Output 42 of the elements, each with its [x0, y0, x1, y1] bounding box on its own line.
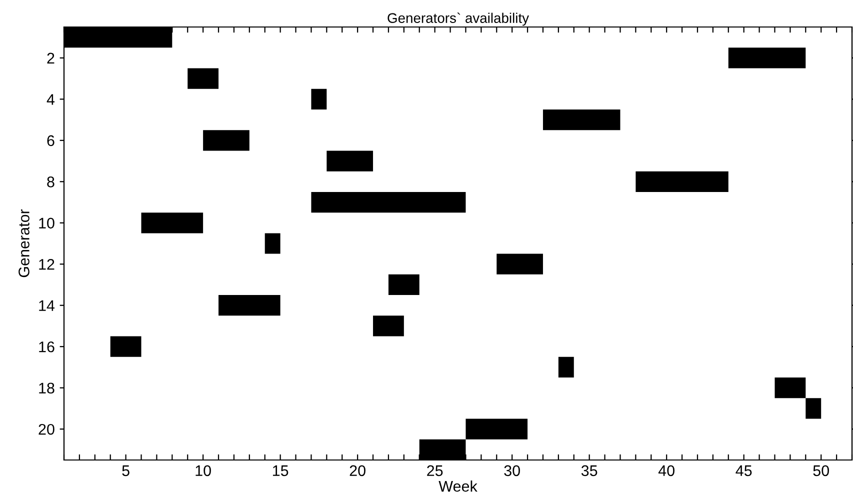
bar — [311, 192, 466, 213]
chart-title: Generators` availability — [388, 12, 529, 26]
x-tick-label: 35 — [581, 465, 598, 476]
x-tick-label: 10 — [196, 465, 211, 476]
bar — [264, 233, 280, 254]
x-tick-label: 40 — [658, 465, 674, 476]
bar — [636, 171, 728, 192]
bar — [311, 88, 327, 110]
bar — [774, 378, 806, 398]
y-tick-label: 10 — [39, 218, 54, 229]
bar — [806, 398, 822, 419]
y-tick-label: 20 — [38, 424, 54, 435]
bar — [542, 109, 620, 130]
y-tick-label: 12 — [39, 258, 54, 270]
bar — [728, 48, 806, 68]
y-axis-title: Generator — [18, 209, 30, 278]
y-tick-label: 2 — [47, 52, 54, 64]
bar — [466, 418, 528, 440]
bar — [110, 336, 142, 357]
x-tick-label: 25 — [427, 465, 443, 476]
bar — [218, 295, 280, 316]
bar — [558, 356, 574, 378]
x-axis-title: Week — [438, 480, 478, 492]
y-tick-label: 18 — [39, 382, 54, 394]
y-tick-label: 16 — [39, 341, 54, 352]
y-tick-label: 4 — [46, 94, 55, 105]
x-tick-label: 50 — [813, 465, 829, 476]
y-tick-label: 14 — [39, 300, 55, 311]
x-tick-label: 30 — [504, 465, 520, 476]
y-tick-label: 6 — [47, 135, 54, 146]
bar — [326, 150, 374, 172]
x-tick-label: 5 — [122, 465, 130, 476]
bar — [388, 274, 420, 296]
bar — [188, 68, 219, 89]
bar — [203, 130, 250, 151]
bar — [373, 316, 404, 336]
bar — [496, 254, 543, 274]
bar — [141, 212, 204, 234]
y-tick-label: 8 — [47, 176, 54, 188]
x-tick-label: 15 — [272, 465, 288, 476]
x-tick-label: 20 — [350, 465, 366, 476]
x-tick-label: 45 — [736, 465, 752, 476]
